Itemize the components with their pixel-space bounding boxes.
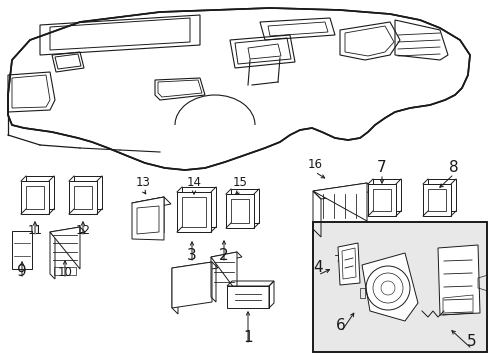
Polygon shape — [367, 184, 395, 216]
Text: 5: 5 — [466, 334, 476, 350]
Text: 1: 1 — [243, 330, 252, 346]
Text: 13: 13 — [135, 176, 150, 189]
Bar — [312, 222, 486, 352]
Polygon shape — [177, 192, 210, 232]
Polygon shape — [8, 8, 469, 170]
Text: 7: 7 — [376, 159, 386, 175]
Text: 14: 14 — [186, 176, 201, 189]
Text: 3: 3 — [187, 248, 197, 264]
Polygon shape — [210, 252, 237, 292]
Polygon shape — [225, 194, 253, 228]
Polygon shape — [226, 286, 268, 308]
Polygon shape — [361, 253, 417, 321]
Polygon shape — [50, 227, 80, 269]
Text: 8: 8 — [448, 159, 458, 175]
Polygon shape — [12, 231, 32, 269]
Text: 6: 6 — [335, 318, 345, 333]
Polygon shape — [132, 197, 163, 240]
Polygon shape — [337, 243, 359, 285]
Text: 2: 2 — [219, 248, 228, 264]
Polygon shape — [69, 181, 97, 214]
Polygon shape — [21, 181, 49, 214]
Polygon shape — [172, 262, 212, 308]
Text: 4: 4 — [312, 261, 322, 275]
Text: 10: 10 — [58, 266, 72, 279]
Text: 11: 11 — [27, 224, 42, 237]
Text: 9: 9 — [17, 265, 27, 279]
Text: 16: 16 — [307, 158, 322, 171]
Polygon shape — [437, 245, 479, 315]
Text: 12: 12 — [75, 224, 90, 237]
Circle shape — [189, 283, 195, 289]
Polygon shape — [312, 183, 366, 221]
Text: 15: 15 — [232, 176, 247, 189]
Polygon shape — [422, 184, 450, 216]
